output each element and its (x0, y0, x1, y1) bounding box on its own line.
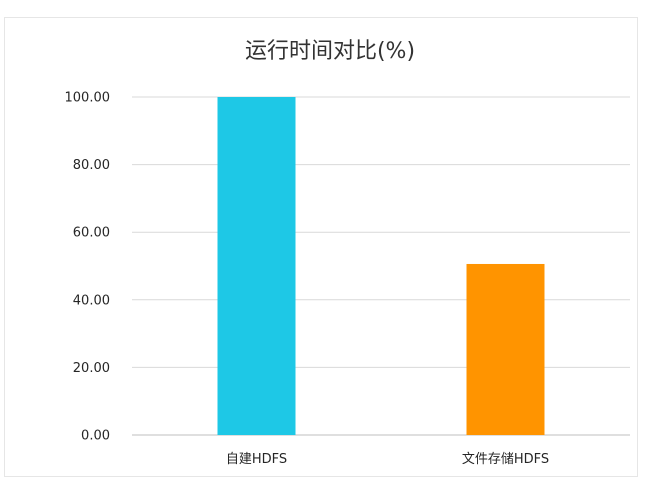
bar-1 (217, 97, 296, 435)
y-tick-label: 80.00 (73, 158, 110, 173)
gridlines (132, 96, 630, 436)
x-category-label: 自建HDFS (226, 452, 287, 467)
y-tick-label: 60.00 (73, 226, 110, 241)
y-tick-label: 20.00 (73, 361, 110, 376)
chart-title: 运行时间对比(%) (245, 39, 415, 64)
bar-2 (466, 263, 545, 435)
bars (217, 97, 545, 435)
y-tick-label: 40.00 (73, 293, 110, 308)
x-axis-category-labels: 自建HDFS 文件存储HDFS (226, 452, 549, 467)
x-category-label: 文件存储HDFS (462, 452, 549, 467)
y-tick-label: 0.00 (81, 429, 110, 444)
y-axis-tick-labels: 0.00 20.00 40.00 60.00 80.00 100.00 (65, 91, 111, 444)
y-tick-label: 100.00 (65, 91, 111, 106)
